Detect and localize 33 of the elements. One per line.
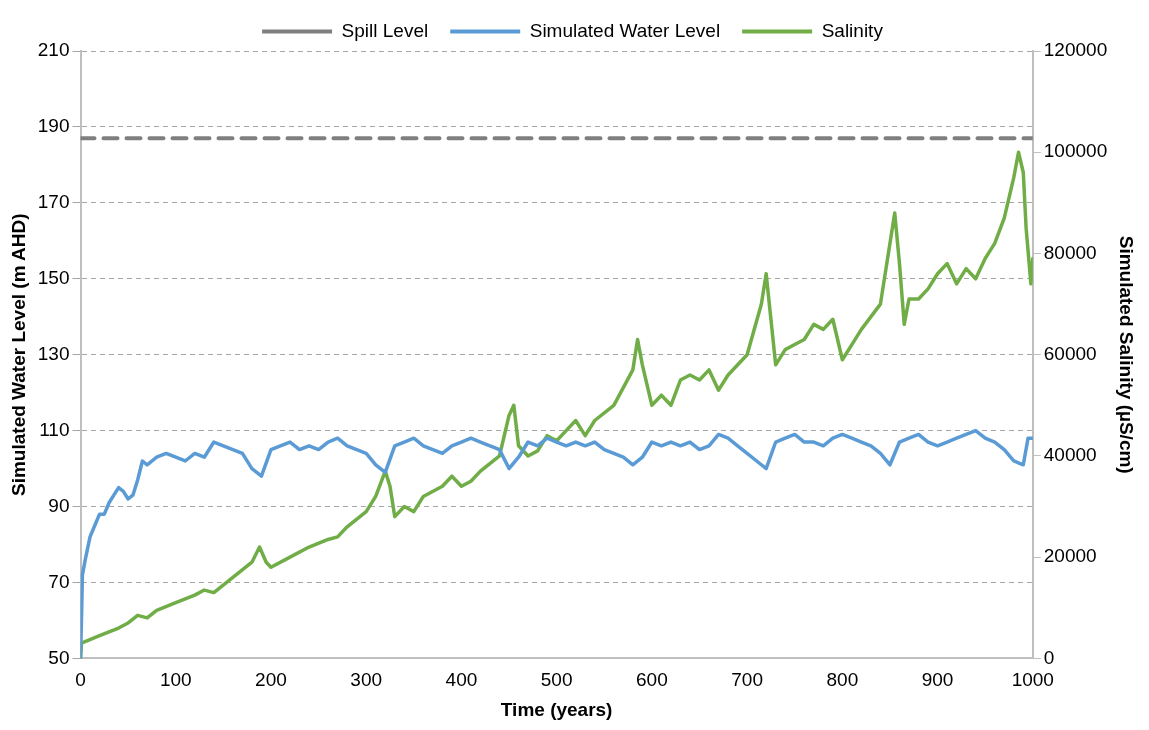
x-tick-label: 800 [826,669,859,691]
y-axis-title: Simulated Water Level (m AHD) [7,213,29,496]
y2-tick-label: 80000 [1043,241,1097,263]
x-tick-label: 100 [159,669,192,691]
y-tick-label: 130 [37,342,70,364]
y-tick-label: 50 [48,646,70,668]
x-tick-label: 1000 [1011,669,1054,691]
x-tick-label: 500 [540,669,573,691]
y2-axis-title: Simulated Salinity (µS/cm) [1116,235,1138,474]
x-tick-label: 300 [350,669,383,691]
y-tick-label: 170 [37,191,70,213]
x-tick-label: 700 [731,669,763,691]
y-tick-label: 70 [48,570,70,592]
legend-label: Salinity [821,19,884,41]
y2-tick-label: 0 [1043,646,1055,668]
y-tick-label: 210 [37,39,70,61]
y-tick-label: 150 [37,267,70,289]
y2-tick-label: 120000 [1043,39,1108,61]
y2-tick-label: 20000 [1043,545,1097,567]
y2-tick-label: 100000 [1043,140,1108,162]
y2-tick-label: 40000 [1043,444,1097,466]
y2-tick-label: 60000 [1043,342,1097,364]
x-tick-label: 400 [445,669,478,691]
legend-label: Spill Level [341,19,429,41]
x-tick-label: 600 [636,669,668,691]
x-tick-label: 900 [921,669,954,691]
y-tick-label: 190 [37,115,70,137]
x-axis-title: Time (years) [500,698,613,720]
x-tick-label: 0 [75,669,86,691]
legend-label: Simulated Water Level [529,19,721,41]
x-tick-label: 200 [255,669,287,691]
y-tick-label: 90 [48,494,70,516]
y-tick-label: 110 [39,418,70,440]
